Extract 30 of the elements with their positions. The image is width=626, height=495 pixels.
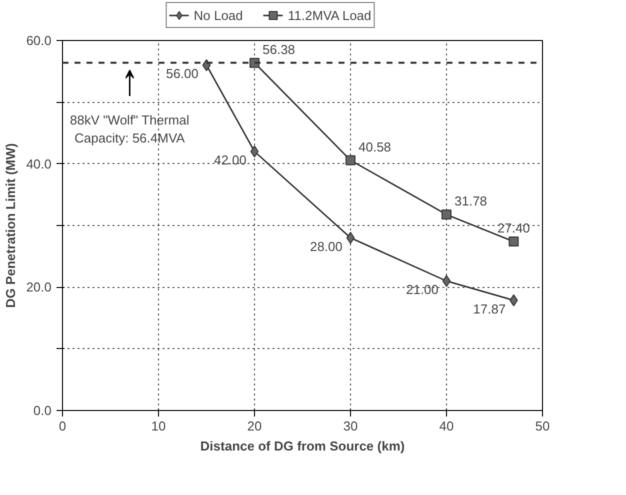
data-label: 17.87 (473, 301, 506, 316)
y-tick-label: 0.0 (33, 403, 52, 418)
point (508, 236, 519, 247)
x-tick-label: 0 (58, 418, 66, 434)
data-label: 56.38 (262, 42, 296, 57)
point (442, 275, 451, 287)
point (250, 146, 259, 158)
x-tick-label: 50 (535, 418, 550, 434)
data-label: 21.00 (406, 282, 439, 297)
x-axis-title: Distance of DG from Source (km) (200, 438, 405, 454)
x-tick-label: 20 (247, 418, 262, 434)
y-tick-label: 60.0 (26, 33, 52, 48)
data-label: 42.00 (214, 152, 247, 168)
data-label: 27.40 (497, 220, 530, 236)
legend-label: No Load (194, 8, 243, 22)
x-tick-label: 40 (439, 418, 454, 434)
data-label: 40.58 (358, 139, 392, 154)
legend-label: 11.2MVA Load (288, 8, 372, 22)
x-tick-label: 30 (343, 418, 358, 434)
point (346, 155, 356, 166)
ref-line-label: 88kV "Wolf" Thermal Capacity: 56.4MVA (70, 112, 190, 146)
data-label: 56.00 (166, 66, 199, 82)
point (346, 232, 355, 244)
y-tick-label: 40.0 (26, 156, 52, 172)
y-tick-label: 20.0 (26, 280, 52, 295)
y-axis-title: DG Penetration Limit (MW) (3, 143, 18, 308)
x-tick-label: 10 (151, 418, 166, 434)
data-label: 28.00 (310, 238, 343, 254)
data-label: 31.78 (454, 194, 488, 209)
point (442, 210, 452, 220)
